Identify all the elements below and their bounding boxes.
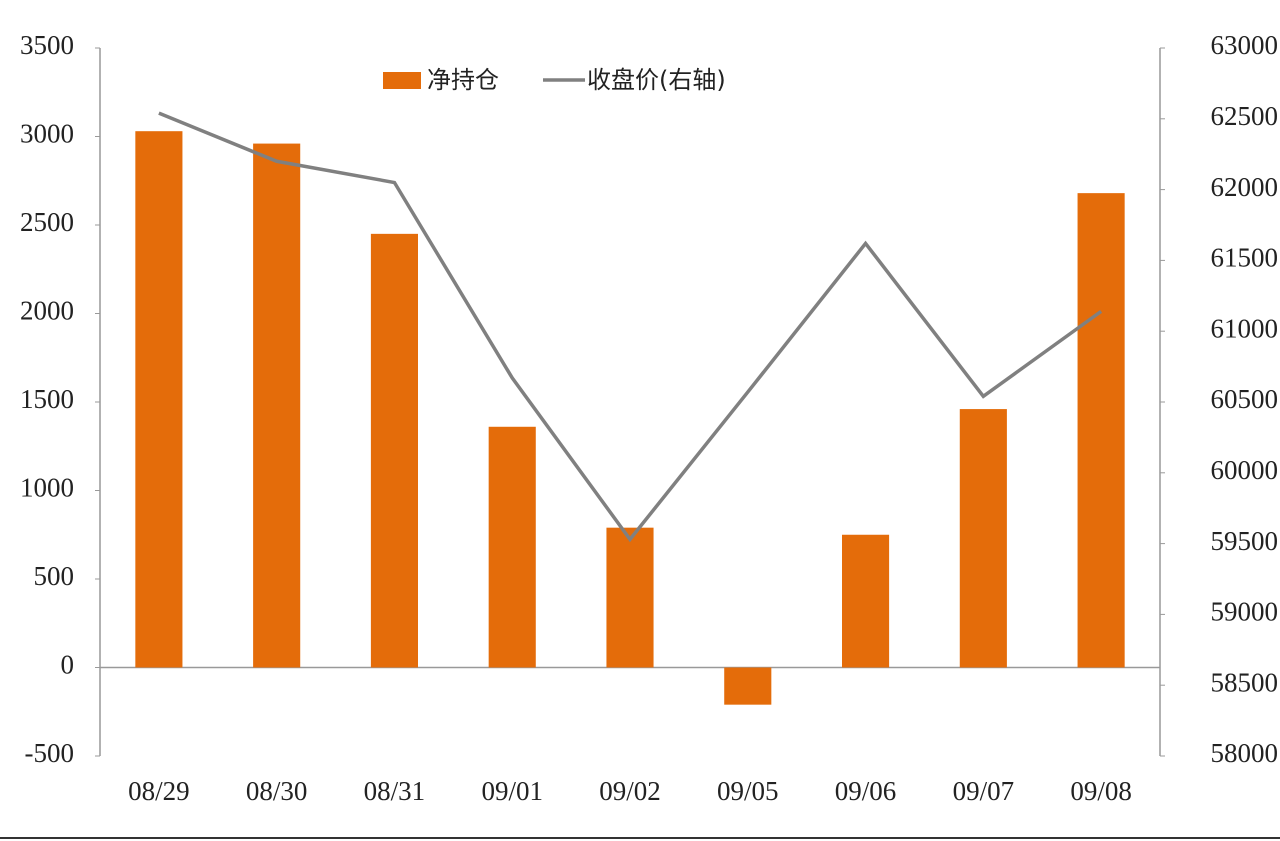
bar — [488, 426, 536, 668]
x-tick-label: 09/07 — [953, 776, 1015, 806]
bar — [959, 409, 1007, 668]
y2-tick-label: 60500 — [1211, 384, 1279, 414]
legend-label: 净持仓 — [427, 66, 499, 94]
y-tick-label: 1500 — [20, 384, 74, 414]
bar — [1077, 193, 1125, 668]
bar — [724, 667, 772, 705]
y2-tick-label: 59000 — [1211, 597, 1279, 627]
x-tick-label: 09/06 — [835, 776, 897, 806]
y-tick-label: 2000 — [20, 296, 74, 326]
x-tick-label: 08/31 — [364, 776, 426, 806]
y-tick-label: 1000 — [20, 473, 74, 503]
y2-tick-label: 62000 — [1211, 172, 1279, 202]
y2-tick-label: 61000 — [1211, 313, 1279, 343]
y-tick-label: 500 — [34, 561, 75, 591]
y-tick-label: 2500 — [20, 207, 74, 237]
y2-tick-label: 59500 — [1211, 526, 1279, 556]
x-tick-label: 09/02 — [599, 776, 661, 806]
y2-tick-label: 58500 — [1211, 667, 1279, 697]
y2-tick-label: 62500 — [1211, 101, 1279, 131]
y-tick-label: 0 — [61, 650, 75, 680]
x-tick-label: 09/08 — [1070, 776, 1132, 806]
legend-swatch — [383, 72, 421, 89]
y2-tick-label: 61500 — [1211, 243, 1279, 273]
line — [158, 111, 1103, 543]
x-tick-label: 08/29 — [128, 776, 190, 806]
y2-tick-label: 63000 — [1211, 30, 1279, 60]
legend-label: 收盘价(右轴) — [587, 66, 726, 94]
y-tick-label: -500 — [25, 738, 75, 768]
bar — [135, 131, 183, 668]
y2-tick-label: 58000 — [1211, 738, 1279, 768]
x-tick-label: 08/30 — [246, 776, 308, 806]
y-tick-label: 3500 — [20, 30, 74, 60]
bar — [370, 233, 418, 668]
bar — [253, 143, 301, 668]
y2-tick-label: 60000 — [1211, 455, 1279, 485]
x-tick-label: 09/05 — [717, 776, 779, 806]
y-tick-label: 3000 — [20, 119, 74, 149]
bar — [606, 527, 654, 668]
x-tick-label: 09/01 — [481, 776, 543, 806]
bar — [842, 534, 890, 668]
